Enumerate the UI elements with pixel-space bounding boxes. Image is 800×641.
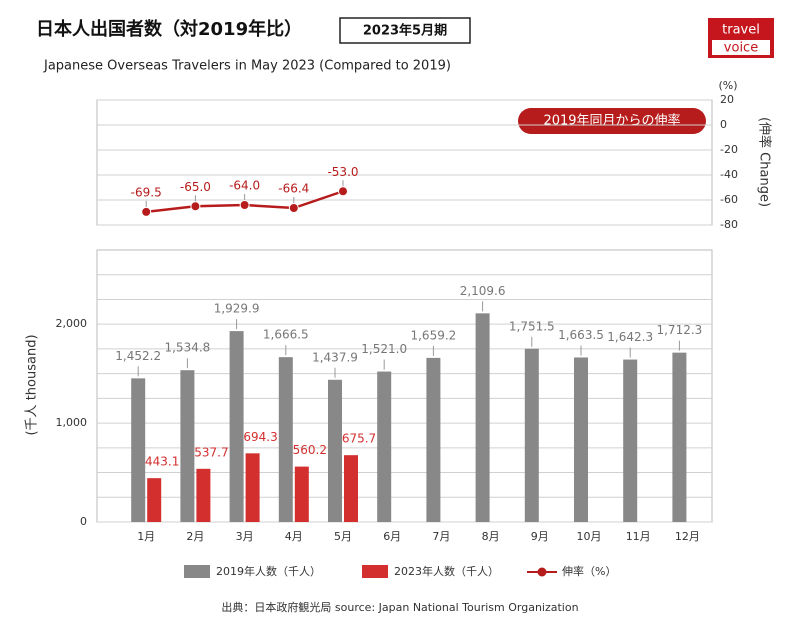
- x-tick-label: 9月: [531, 530, 549, 543]
- bar: [229, 331, 244, 522]
- y-axis-label: (伸率 Change): [757, 117, 773, 207]
- bar: [623, 359, 638, 522]
- data-label: 1,929.9: [214, 302, 260, 316]
- point: [338, 186, 348, 197]
- point: [190, 201, 201, 212]
- x-tick-label: 2月: [186, 530, 204, 543]
- y-tick-label: 2,000: [56, 317, 88, 330]
- bar: [672, 352, 687, 522]
- bar: [426, 357, 441, 522]
- x-tick-label: 3月: [236, 530, 254, 543]
- data-label: 1,659.2: [410, 328, 456, 342]
- bar: [328, 379, 342, 522]
- bar: [196, 468, 211, 522]
- x-tick-label: 11月: [626, 530, 651, 543]
- bar: [147, 478, 162, 522]
- data-label: -69.5: [131, 185, 162, 199]
- legend-swatch: [362, 565, 388, 578]
- data-label: 1,452.2: [115, 349, 161, 363]
- point: [288, 203, 299, 213]
- point: [239, 200, 250, 210]
- data-label: 1,712.3: [656, 323, 702, 337]
- logo-text: voice: [724, 41, 758, 56]
- unit-label: (%): [718, 79, 737, 92]
- data-label: 675.7: [342, 432, 376, 446]
- period-box: [339, 17, 471, 44]
- y-tick-label: -40: [720, 168, 738, 181]
- data-label: 537.7: [194, 445, 228, 459]
- x-tick-label: 7月: [432, 530, 450, 543]
- data-label: -66.4: [278, 182, 309, 196]
- data-label: 1,437.9: [312, 350, 358, 364]
- bar: [131, 378, 146, 522]
- bar: [524, 348, 539, 522]
- x-tick-label: 10月: [577, 530, 602, 543]
- data-label: 1,663.5: [558, 328, 604, 342]
- bar: [475, 313, 490, 522]
- x-tick-label: 5月: [334, 530, 352, 543]
- period: 2023年5月期: [363, 23, 447, 39]
- x-tick-label: 4月: [285, 530, 303, 543]
- data-label: -64.0: [229, 179, 260, 193]
- data-label: 1,666.5: [263, 328, 309, 342]
- bar: [180, 370, 195, 522]
- x-tick-label: 8月: [482, 530, 500, 543]
- annotation-pill: [518, 108, 706, 134]
- legend-swatch: [184, 565, 210, 578]
- data-label: -65.0: [180, 180, 211, 194]
- data-label: 1,534.8: [164, 341, 210, 355]
- data-label: 1,642.3: [607, 330, 653, 344]
- page-title: 日本人出国者数（対2019年比）: [36, 18, 302, 40]
- y-tick-label: 0: [720, 118, 727, 131]
- legend-label: 2019年人数（千人）: [216, 564, 321, 578]
- y-tick-label: -20: [720, 143, 738, 156]
- x-tick-label: 1月: [137, 530, 155, 543]
- data-label: 560.2: [293, 443, 327, 457]
- x-tick-label: 12月: [675, 530, 700, 543]
- point: [141, 206, 152, 217]
- x-tick-label: 6月: [383, 530, 401, 543]
- bar: [278, 357, 293, 522]
- data-label: 1,521.0: [361, 342, 407, 356]
- legend-label: 伸率（%）: [562, 564, 616, 578]
- bar: [377, 371, 392, 522]
- bar: [344, 455, 358, 522]
- bar: [245, 453, 260, 522]
- data-label: 1,751.5: [509, 319, 555, 333]
- bar: [574, 357, 588, 522]
- annotation: 2019年同月からの伸率: [543, 113, 680, 129]
- subtitle: Japanese Overseas Travelers in May 2023 …: [43, 59, 451, 74]
- y-tick-label: -80: [720, 218, 738, 231]
- bar: [294, 466, 309, 522]
- y-axis-label: (千人 thousand): [25, 334, 40, 435]
- legend-label: 2023年人数（千人）: [394, 564, 499, 578]
- y-tick-label: 0: [80, 515, 87, 528]
- data-label: 2,109.6: [460, 284, 506, 298]
- y-tick-label: 1,000: [56, 416, 88, 429]
- logo-text: travel: [722, 23, 760, 38]
- data-label: 443.1: [145, 455, 179, 469]
- data-label: -53.0: [327, 165, 358, 179]
- y-tick-label: 20: [720, 93, 734, 106]
- data-label: 694.3: [243, 430, 277, 444]
- source: 出典：日本政府観光局 source: Japan National Touris…: [221, 600, 578, 614]
- legend-swatch: [537, 567, 547, 577]
- logo-inner: [712, 40, 770, 55]
- y-tick-label: -60: [720, 193, 738, 206]
